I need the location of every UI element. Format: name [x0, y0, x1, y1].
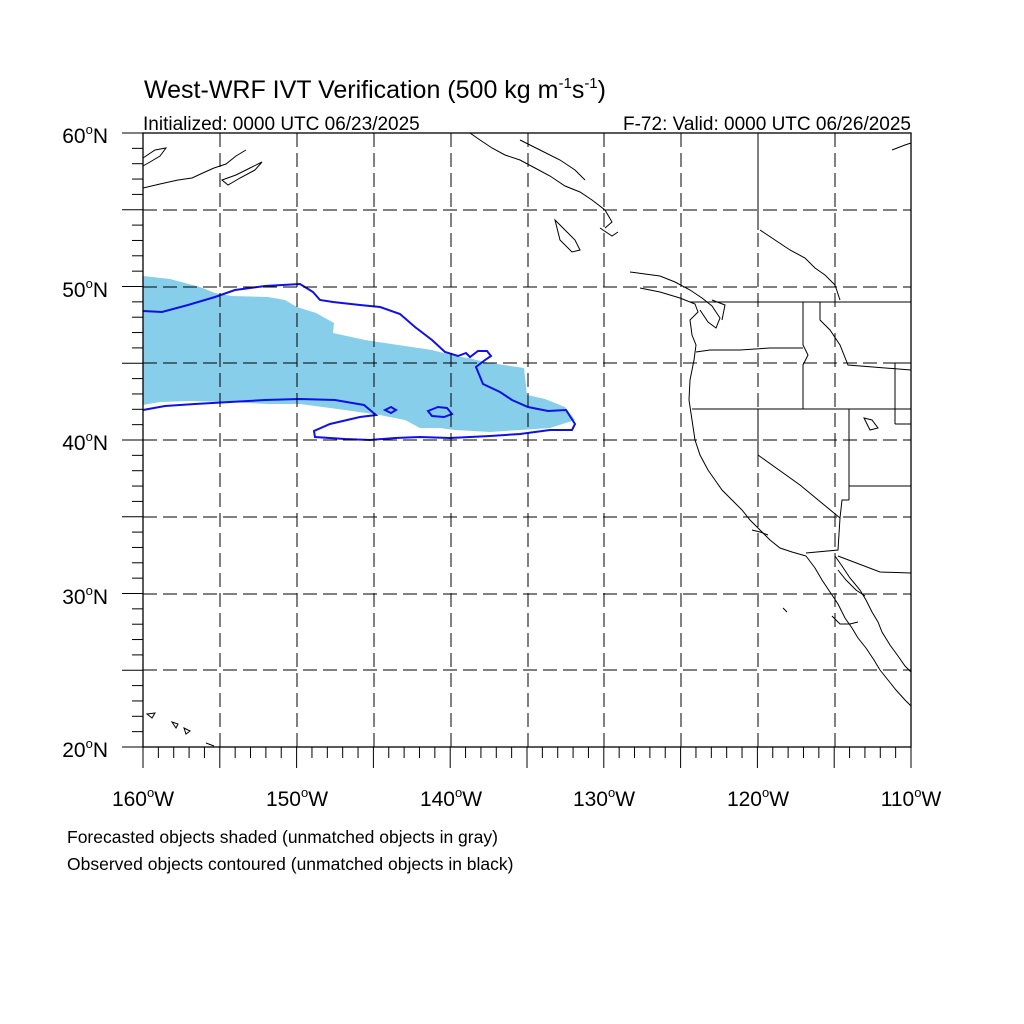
latitude-labels: 60oN 50oN 40oN 30oN 20oN — [62, 122, 108, 762]
coastlines — [142, 132, 912, 747]
lat-label-60: 60oN — [62, 122, 108, 148]
lat-label-20: 20oN — [62, 736, 108, 762]
political-borders — [690, 133, 912, 574]
longitude-labels: 160oW 150oW 140oW 130oW 120oW 110oW — [112, 785, 942, 811]
footer-observed-note: Observed objects contoured (unmatched ob… — [67, 854, 514, 874]
map-title: West-WRF IVT Verification (500 kg m-1s-1… — [144, 75, 606, 104]
lat-label-50: 50oN — [62, 276, 108, 302]
axis-ticks — [122, 132, 912, 768]
lon-label-110: 110oW — [881, 785, 942, 811]
lon-label-160: 160oW — [112, 785, 174, 811]
map-panel — [122, 132, 912, 768]
lon-label-120: 120oW — [727, 785, 789, 811]
lat-label-40: 40oN — [62, 429, 108, 455]
valid-time: F-72: Valid: 0000 UTC 06/26/2025 — [623, 114, 911, 135]
footer-forecast-note: Forecasted objects shaded (unmatched obj… — [67, 827, 498, 847]
lat-lon-grid — [143, 133, 911, 747]
lon-label-150: 150oW — [266, 785, 328, 811]
forecast-object — [143, 276, 575, 432]
initialized-time: Initialized: 0000 UTC 06/23/2025 — [143, 114, 420, 135]
lon-label-140: 140oW — [420, 785, 482, 811]
lon-label-130: 130oW — [573, 785, 635, 811]
observed-object — [142, 282, 577, 442]
lat-label-30: 30oN — [62, 583, 108, 609]
